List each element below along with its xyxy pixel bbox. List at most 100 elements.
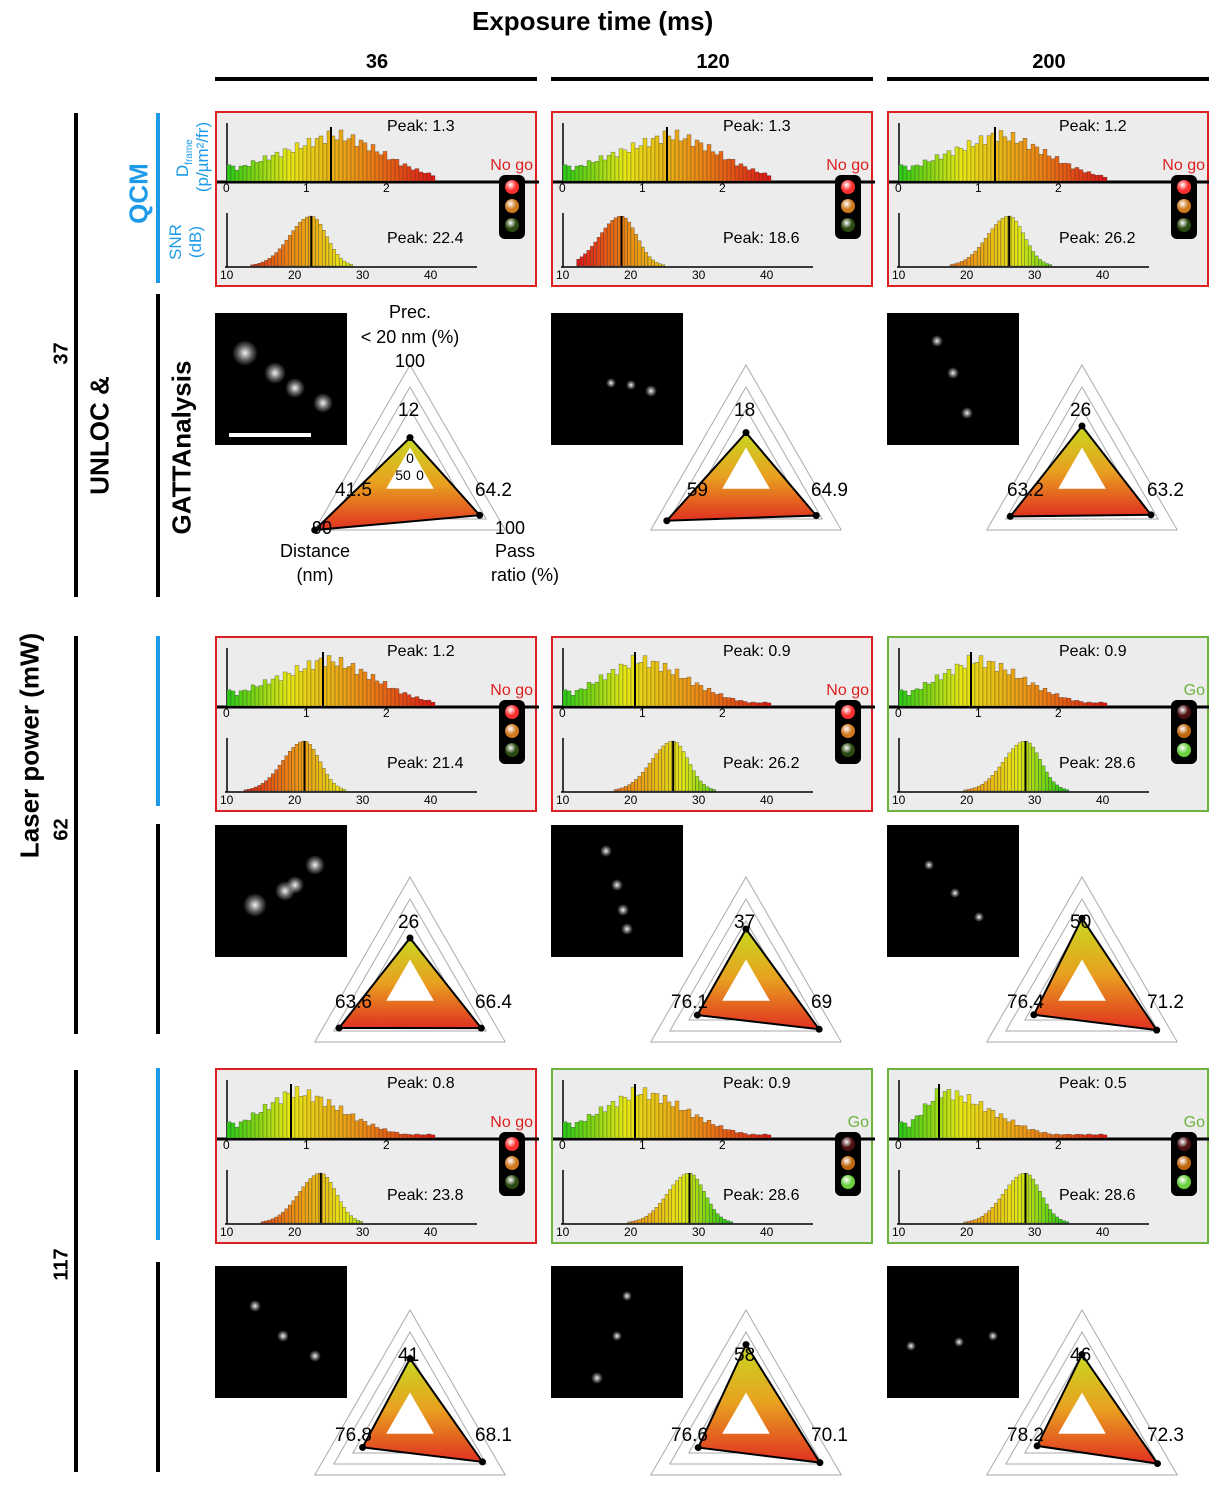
dframe-bar (1030, 143, 1036, 182)
snr-bar (305, 1182, 309, 1224)
radar-pass-value: 68.1 (475, 1425, 512, 1446)
row-label: 117 (50, 1248, 73, 1281)
dframe-bar (562, 164, 568, 182)
dframe-bar (674, 1100, 680, 1139)
traffic-light (499, 1132, 525, 1196)
unloc-bracket (156, 294, 160, 597)
radar-pass-value: 72.3 (1147, 1425, 1184, 1446)
snr-bar (647, 763, 652, 792)
column-underline (551, 77, 873, 81)
dframe-tick: 1 (975, 706, 982, 720)
dframe-bar (678, 678, 684, 707)
dframe-bar (754, 1134, 760, 1139)
dframe-bar (926, 1104, 932, 1139)
radar-vertex (812, 512, 820, 520)
fluorescent-spot (931, 335, 943, 347)
dframe-bar (946, 668, 952, 707)
dframe-bar (306, 138, 312, 182)
dframe-bar (566, 165, 572, 182)
dframe-bar (310, 146, 316, 182)
traffic-light (835, 175, 861, 239)
dframe-bar (570, 695, 576, 707)
dframe-bar (350, 134, 356, 182)
snr-tick: 40 (1096, 268, 1110, 282)
radar-pass-value: 63.2 (1147, 480, 1184, 501)
dframe-bar (1090, 1134, 1096, 1139)
dframe-tick: 1 (975, 181, 982, 195)
snr-bar (997, 1198, 1002, 1224)
dframe-tick: 0 (223, 1138, 230, 1152)
dframe-bar (590, 162, 596, 182)
dframe-bar (978, 655, 984, 707)
dframe-bar (762, 701, 768, 707)
dframe-peak-label: Peak: 0.9 (1059, 643, 1127, 660)
snr-bar (305, 216, 309, 267)
dframe-bar (746, 1134, 752, 1139)
dframe-bar (574, 165, 580, 182)
dframe-bar (942, 153, 948, 182)
red-lamp (841, 180, 855, 194)
dframe-bar (946, 1089, 952, 1139)
dframe-bar (238, 690, 244, 707)
snr-bar (620, 787, 625, 792)
dframe-bar (586, 160, 592, 182)
dframe-label: Dframe (173, 98, 195, 218)
snr-bar (685, 1173, 689, 1224)
dframe-bar (1042, 1131, 1048, 1139)
snr-bar (1000, 762, 1005, 792)
microscopy-image (215, 825, 347, 957)
snr-bar (271, 1218, 275, 1224)
dframe-bar (342, 1114, 348, 1139)
dframe-bar (254, 686, 260, 707)
radar-distance-value: 41.5 (335, 480, 372, 501)
snr-bar (1014, 745, 1019, 792)
dframe-bar (574, 1122, 580, 1139)
dframe-bar (370, 674, 376, 707)
histogram-svg (553, 123, 875, 268)
snr-bar (607, 223, 611, 267)
snr-bar (712, 1209, 717, 1224)
snr-bar (1028, 1174, 1032, 1224)
dframe-bar (390, 158, 396, 182)
dframe-tick: 2 (383, 706, 390, 720)
fluorescent-spot (591, 1372, 603, 1384)
snr-bar (356, 1220, 360, 1224)
radar-distance-value: 76.8 (335, 1425, 372, 1446)
snr-bar (610, 220, 615, 267)
fluorescent-spot (622, 1291, 632, 1301)
radar-prec-value: 46 (1070, 1345, 1092, 1366)
snr-tick: 40 (1096, 1225, 1110, 1239)
dframe-bar (642, 655, 648, 707)
dframe-bar (1074, 700, 1080, 707)
dframe-bar (242, 689, 248, 707)
radar-pass-max: 100 (494, 518, 526, 538)
dframe-bar (394, 159, 400, 182)
dframe-bar (958, 1095, 964, 1139)
dframe-bar (230, 690, 236, 707)
dframe-bar (950, 674, 956, 707)
dframe-peak-label: Peak: 1.2 (1059, 118, 1127, 135)
dframe-bar (910, 690, 916, 707)
fluorescent-spot (621, 923, 633, 935)
dframe-bar (282, 148, 288, 182)
snr-bar (277, 248, 282, 267)
snr-bar (692, 770, 696, 792)
radar-grid (985, 875, 1179, 1043)
dframe-bar (386, 159, 392, 182)
traffic-light (1171, 1132, 1197, 1196)
radar-distance-value: 63.2 (1007, 480, 1044, 501)
dframe-bar (582, 689, 588, 707)
qcm-panel: 0 1 2 10 20 30 40 Peak: 0.9 Peak: 26.2 No go (551, 636, 875, 812)
fluorescent-spot (286, 876, 304, 894)
snr-bar (1034, 1184, 1039, 1224)
radar-vertex (1153, 1026, 1161, 1034)
snr-bar (328, 779, 333, 792)
snr-bar (1004, 216, 1008, 267)
radar-svg (985, 875, 1179, 1043)
dframe-bar (230, 165, 236, 182)
dframe-bar (226, 164, 232, 182)
dframe-bar (942, 673, 948, 707)
snr-bar (311, 216, 316, 267)
unloc-bracket (156, 1262, 160, 1472)
snr-bar (298, 1191, 302, 1224)
